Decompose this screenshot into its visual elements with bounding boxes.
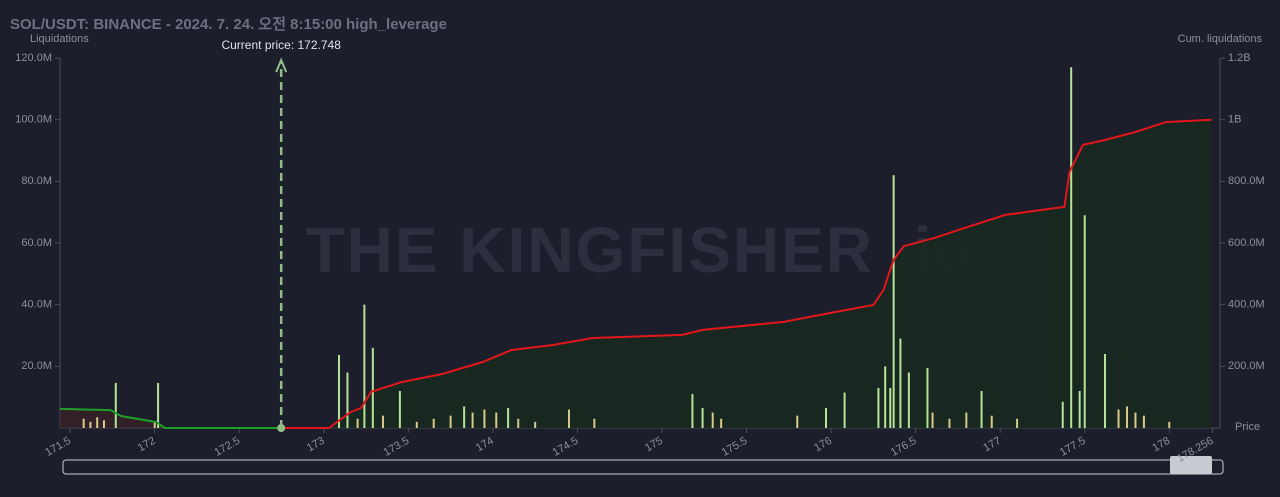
x-axis-label: Price bbox=[1235, 421, 1260, 433]
bar bbox=[1125, 406, 1128, 428]
bar bbox=[89, 421, 92, 428]
bar bbox=[102, 420, 105, 428]
bar bbox=[1168, 421, 1171, 428]
y2-tick-label: 1.2B bbox=[1228, 52, 1251, 64]
y-tick-label: 20.0M bbox=[21, 360, 52, 372]
bar bbox=[153, 421, 156, 428]
watermark: THE KINGFISHER .io bbox=[306, 214, 975, 286]
x-tick-label: 177.5 bbox=[1058, 435, 1088, 459]
bar bbox=[1078, 391, 1081, 428]
x-tick-label: 175.5 bbox=[720, 435, 750, 459]
bar bbox=[701, 407, 704, 428]
x-tick-label: 174 bbox=[474, 435, 496, 455]
bar bbox=[463, 406, 466, 428]
bar bbox=[449, 415, 452, 428]
y2-tick-label: 600.0M bbox=[1228, 237, 1265, 249]
bar bbox=[1016, 418, 1019, 428]
scroll-handle[interactable] bbox=[1170, 456, 1212, 474]
bar bbox=[432, 418, 435, 428]
bar bbox=[825, 407, 828, 428]
bar bbox=[82, 418, 85, 428]
bar bbox=[507, 407, 510, 428]
bar bbox=[884, 366, 887, 428]
bar bbox=[371, 347, 374, 428]
x-tick-label: 177 bbox=[981, 435, 1003, 455]
bar bbox=[1117, 409, 1120, 428]
x-tick-label: 171.5 bbox=[43, 435, 73, 459]
bar bbox=[926, 367, 929, 428]
bar bbox=[471, 412, 474, 428]
bar bbox=[567, 409, 570, 428]
bar bbox=[398, 391, 401, 428]
bar bbox=[114, 382, 117, 428]
y-tick-label: 100.0M bbox=[15, 114, 52, 126]
x-tick-label: 174.5 bbox=[551, 435, 581, 459]
bar bbox=[517, 418, 520, 428]
y2-tick-label: 800.0M bbox=[1228, 175, 1265, 187]
x-tick-label: 173.5 bbox=[381, 435, 411, 459]
bar bbox=[1083, 215, 1086, 428]
area bbox=[281, 119, 1212, 428]
chart-title: SOL/USDT: BINANCE - 2024. 7. 24. 오전 8:15… bbox=[10, 16, 447, 33]
current-price-dot bbox=[277, 424, 286, 432]
bar bbox=[691, 394, 694, 428]
line bbox=[281, 118, 1212, 429]
current-price-arrow bbox=[275, 57, 288, 73]
bar bbox=[931, 412, 934, 428]
y-tick-label: 80.0M bbox=[21, 175, 52, 187]
y-tick-label: 60.0M bbox=[21, 237, 52, 249]
bar bbox=[356, 418, 359, 428]
x-tick-label: 175 bbox=[643, 435, 665, 455]
y2-axis-label: Cum. liquidations bbox=[1178, 33, 1263, 45]
bar bbox=[711, 412, 714, 428]
bar bbox=[415, 421, 418, 428]
area bbox=[60, 408, 282, 428]
y-tick-label: 120.0M bbox=[15, 52, 52, 64]
bar bbox=[1061, 401, 1064, 428]
x-tick-label: 178 bbox=[1150, 435, 1172, 455]
bar bbox=[593, 418, 596, 428]
x-tick-label: 176 bbox=[812, 435, 834, 455]
y2-tick-label: 200.0M bbox=[1228, 360, 1265, 372]
bar bbox=[363, 304, 366, 428]
bar bbox=[889, 387, 892, 428]
bar bbox=[843, 392, 846, 428]
bar bbox=[1104, 354, 1107, 428]
bar bbox=[720, 418, 723, 428]
scrollbar[interactable] bbox=[62, 459, 1224, 475]
x-tick-label: 176.5 bbox=[889, 435, 919, 459]
y2-tick-label: 400.0M bbox=[1228, 299, 1265, 311]
y2-tick-label: 1B bbox=[1228, 114, 1241, 126]
bar bbox=[877, 387, 880, 428]
bar bbox=[483, 409, 486, 428]
bar bbox=[1142, 415, 1145, 428]
bar bbox=[948, 418, 951, 428]
bar bbox=[338, 354, 341, 428]
bar bbox=[96, 417, 99, 428]
bar bbox=[495, 412, 498, 428]
x-tick-label: 173 bbox=[305, 435, 327, 455]
y-tick-label: 40.0M bbox=[21, 299, 52, 311]
x-tick-label: 172.5 bbox=[212, 435, 242, 459]
bar bbox=[990, 415, 993, 428]
bar bbox=[796, 415, 799, 428]
bar bbox=[965, 412, 968, 428]
bar bbox=[346, 372, 349, 428]
bar bbox=[980, 391, 983, 428]
bar bbox=[534, 421, 537, 428]
bar bbox=[157, 382, 160, 428]
bar bbox=[1134, 412, 1137, 428]
bar bbox=[907, 372, 910, 428]
line bbox=[59, 407, 282, 429]
current-price-label: Current price: 172.748 bbox=[221, 38, 341, 52]
bar bbox=[899, 338, 902, 428]
y-axis-label: Liquidations bbox=[30, 33, 89, 45]
bar bbox=[1070, 67, 1073, 428]
bar bbox=[381, 415, 384, 428]
bar bbox=[892, 175, 895, 428]
x-tick-label: 172 bbox=[136, 435, 158, 455]
